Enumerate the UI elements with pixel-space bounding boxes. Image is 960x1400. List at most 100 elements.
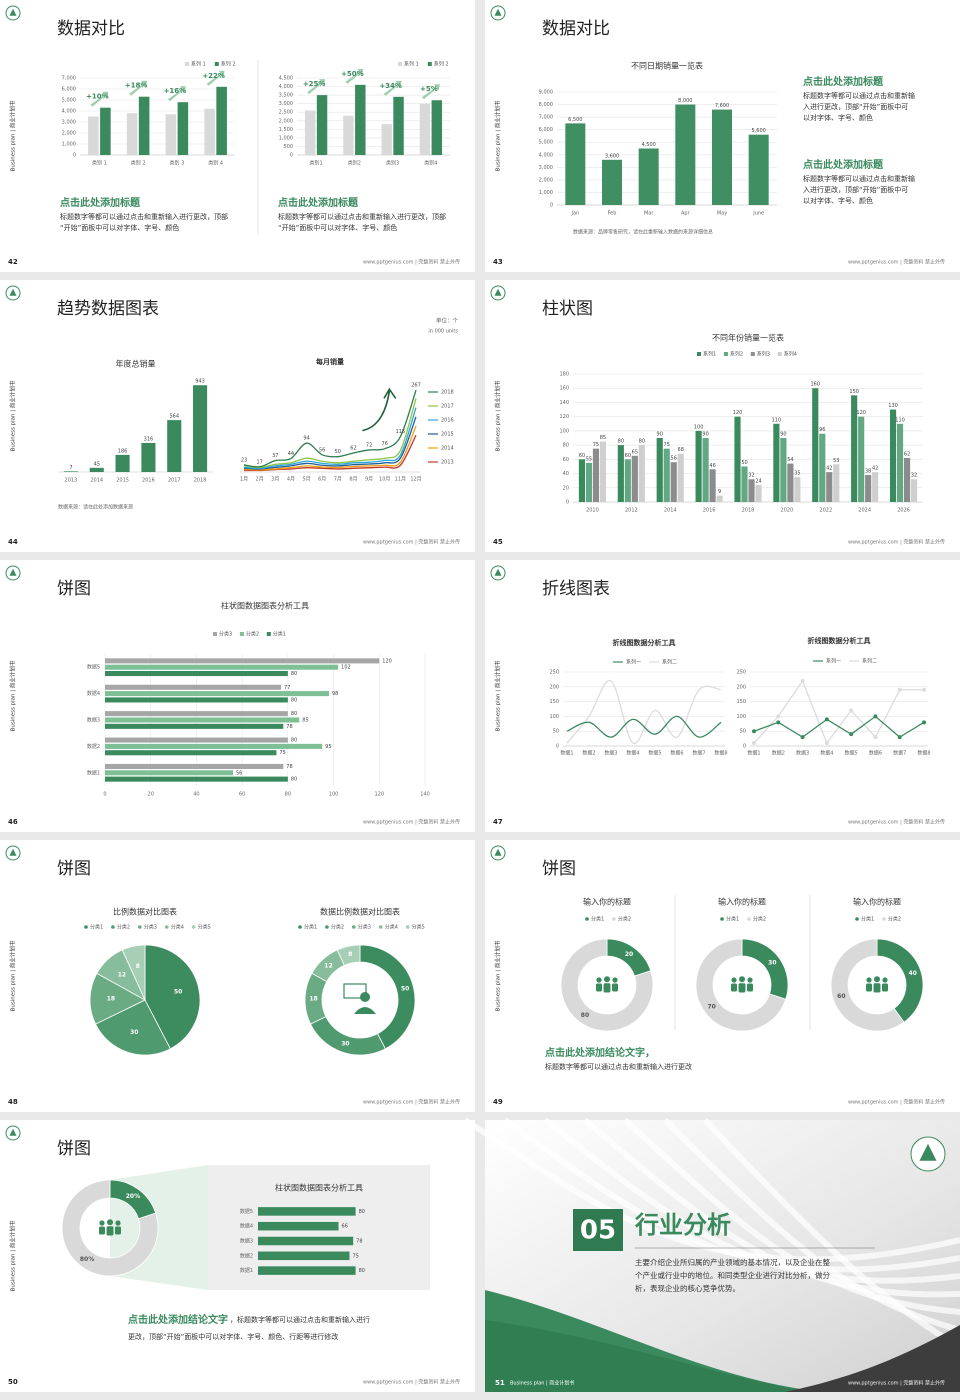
data-label: 30 <box>768 959 776 966</box>
slide-number: 51 <box>495 1379 505 1387</box>
data-label: 8 <box>136 963 140 970</box>
bar <box>126 113 138 155</box>
y-tick-label: 数据5 <box>240 1208 253 1215</box>
data-label: 35 <box>794 471 800 477</box>
legend-swatch <box>723 352 728 356</box>
legend-label: 系列1 <box>703 351 716 358</box>
bar <box>896 423 904 502</box>
icon <box>603 983 611 993</box>
annotation: +18% <box>125 82 148 90</box>
legend-swatch <box>214 62 219 66</box>
slice <box>61 1179 159 1277</box>
x-tick-label: 100 <box>329 792 339 798</box>
y-tick-label: 0 <box>556 744 559 750</box>
y-tick-label: 0 <box>550 203 553 209</box>
legend-swatch <box>697 352 701 356</box>
x-tick-label: 2020 <box>781 508 794 514</box>
data-label: 85 <box>302 718 308 724</box>
logo <box>9 568 17 576</box>
x-tick-label: 9月 <box>365 477 373 483</box>
data-label: 120 <box>382 658 392 664</box>
bar <box>393 96 404 155</box>
data-label: 160 <box>811 382 821 388</box>
data-label: 37 <box>272 453 278 459</box>
bar <box>105 684 281 690</box>
y-tick-label: 50 <box>553 729 559 735</box>
y-tick-label: 数据4 <box>87 690 100 697</box>
icon <box>866 983 872 992</box>
bar <box>88 116 99 155</box>
legend-swatch <box>378 925 383 929</box>
legend-swatch <box>855 917 859 921</box>
bar <box>565 123 586 205</box>
y-tick-label: 0 <box>743 744 746 750</box>
bar <box>826 472 833 502</box>
data-label: 50 <box>401 985 409 992</box>
data-label: 4,500 <box>642 142 656 148</box>
chart-title: 输入你的标题 <box>853 897 901 907</box>
bar <box>193 385 208 472</box>
body-text: 标题数字等都可以通过点击和重新输 <box>803 91 915 100</box>
data-label: 45 <box>94 461 100 467</box>
bar <box>105 750 277 756</box>
y-tick-label: 数据2 <box>240 1252 253 1259</box>
data-label: 95 <box>325 744 331 750</box>
bar <box>695 430 702 502</box>
x-tick-label: 2014 <box>90 478 103 484</box>
decor-curve <box>463 1117 960 1263</box>
data-label: 267 <box>411 383 421 389</box>
slide-number: 42 <box>8 258 18 266</box>
data-label: 186 <box>118 448 128 454</box>
side-label: Business plan | 商业计划书 <box>9 940 17 1011</box>
bar <box>381 124 392 155</box>
data-label: 38 <box>865 468 871 474</box>
slide-number: 45 <box>493 538 503 546</box>
data-label: 66 <box>342 1224 348 1230</box>
data-label: 23 <box>241 457 247 463</box>
legend-swatch <box>266 632 271 636</box>
x-tick-label: 2015 <box>116 478 129 484</box>
logo <box>9 848 17 856</box>
legend-swatch <box>747 917 751 921</box>
data-label: 72 <box>366 442 372 448</box>
slide-number: 48 <box>8 1098 18 1106</box>
slide: 饼图 Business plan | 商业计划书 49 www.pptgenius.c… <box>485 840 960 1112</box>
bar <box>167 420 182 472</box>
data-label: 75 <box>279 750 285 756</box>
footer: www.pptgenius.com | 完整资料 禁止外传 <box>363 1379 460 1386</box>
bar <box>656 438 663 502</box>
bar <box>677 453 684 502</box>
body-text: 更改，顶部“开始”面板中可以对字体、字号、颜色、行距等进行修改 <box>128 1332 338 1341</box>
data-label: 7,600 <box>715 103 729 109</box>
data-label: 32 <box>911 473 917 479</box>
decor-curve <box>622 1117 960 1315</box>
legend-label: 分类5 <box>198 924 211 931</box>
x-tick-label: June <box>752 211 764 217</box>
logo <box>494 8 502 16</box>
data-label: 76 <box>382 441 388 447</box>
chart-title: 输入你的标题 <box>718 897 766 907</box>
y-tick-label: 8,000 <box>539 102 553 108</box>
bar <box>910 479 918 502</box>
icon <box>596 977 602 983</box>
trend-arrow <box>129 80 148 96</box>
bar <box>419 103 431 155</box>
body-text: 以对字体、字号、颜色 <box>803 113 873 122</box>
data-label: 120 <box>856 410 866 416</box>
data-label: 8 <box>348 951 352 958</box>
y-tick-label: 20 <box>563 485 569 491</box>
legend-label: 2017 <box>441 404 454 410</box>
bar <box>177 102 189 155</box>
footer: www.pptgenius.com | 完整资料 禁止外传 <box>363 1099 460 1106</box>
bar <box>819 433 826 502</box>
series-line <box>566 680 722 744</box>
chart-title: 折线图数据分析工具 <box>808 636 871 645</box>
legend-label: 分类1 <box>273 631 286 638</box>
bar <box>63 471 78 472</box>
point <box>824 741 829 746</box>
side-label: Business plan | 商业计划书 <box>494 660 502 731</box>
data-label: 80% <box>80 1256 94 1263</box>
x-tick-label: 类别4 <box>424 160 437 167</box>
data-label: 78 <box>286 764 292 770</box>
bar <box>258 1236 354 1246</box>
